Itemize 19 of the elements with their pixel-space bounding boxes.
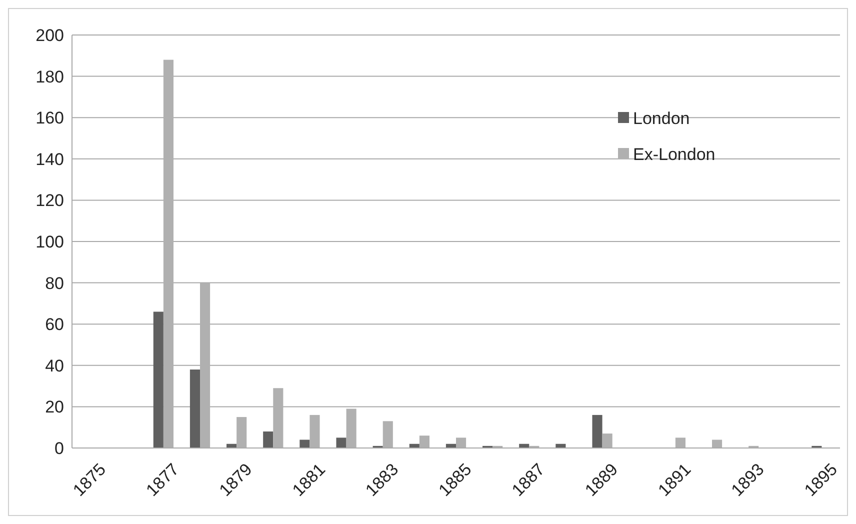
y-tick-label: 100 bbox=[36, 232, 64, 252]
bar bbox=[263, 431, 274, 448]
y-tick-label: 140 bbox=[36, 150, 64, 169]
y-tick-label: 160 bbox=[36, 108, 64, 128]
bar bbox=[190, 370, 200, 448]
y-tick-label: 180 bbox=[36, 67, 64, 86]
legend-label: London bbox=[633, 108, 690, 128]
bar bbox=[336, 438, 346, 448]
y-tick-label: 200 bbox=[36, 26, 64, 45]
bar bbox=[153, 312, 164, 448]
bar bbox=[300, 440, 310, 448]
y-tick-label: 20 bbox=[45, 398, 64, 417]
y-tick-label: 80 bbox=[45, 274, 64, 293]
y-tick-label: 120 bbox=[36, 191, 64, 210]
y-tick-label: 0 bbox=[54, 438, 64, 458]
y-tick-label: 60 bbox=[45, 315, 64, 334]
bar bbox=[592, 414, 602, 448]
legend-label: Ex-London bbox=[633, 144, 716, 164]
y-tick-label: 40 bbox=[45, 356, 64, 376]
